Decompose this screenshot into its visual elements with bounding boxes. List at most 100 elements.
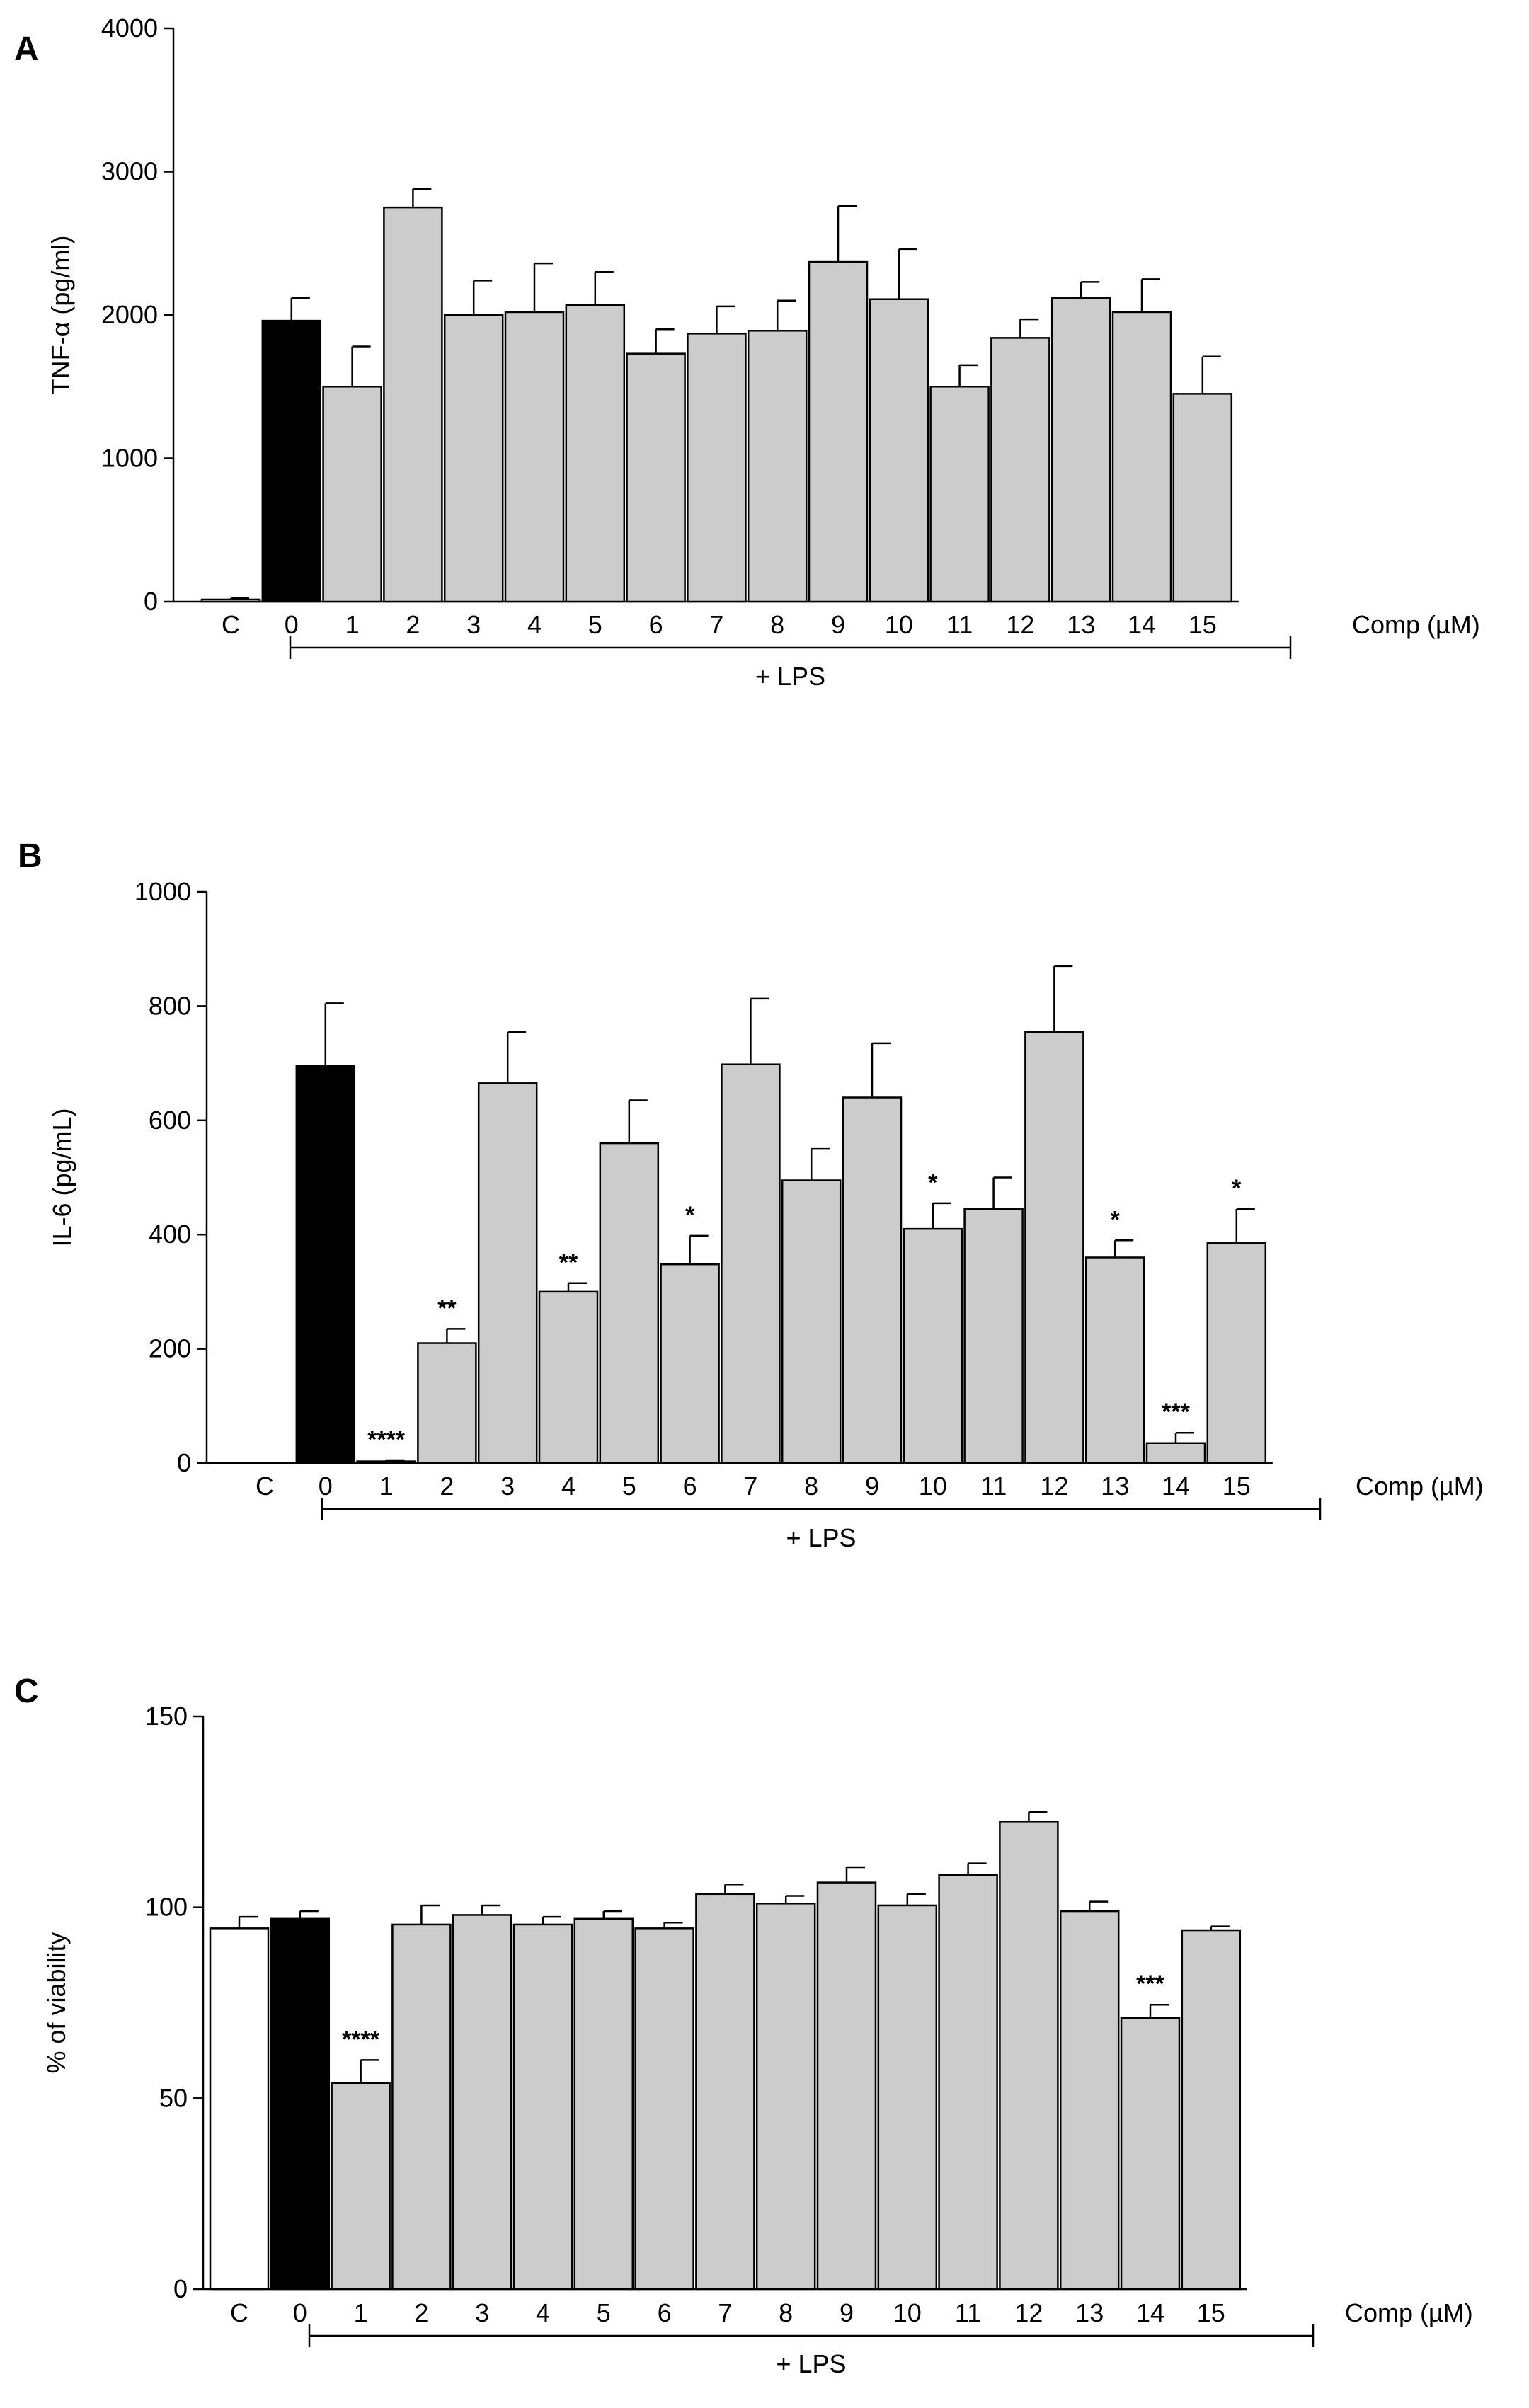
y-tick-label: 800 bbox=[149, 991, 191, 1020]
x-tick-label: 15 bbox=[1189, 610, 1217, 639]
x-tick-label: 7 bbox=[718, 2298, 732, 2327]
x-tick-label: 11 bbox=[955, 2298, 981, 2327]
bar bbox=[270, 1917, 331, 2291]
bar bbox=[747, 330, 808, 603]
y-tick-label: 400 bbox=[149, 1220, 191, 1249]
significance-label: *** bbox=[1162, 1399, 1190, 1426]
bar bbox=[417, 1342, 477, 1464]
bar bbox=[963, 1208, 1024, 1464]
significance-label: **** bbox=[342, 2026, 380, 2053]
x-tick-label: 3 bbox=[500, 1472, 515, 1501]
x-tick-label: 12 bbox=[1040, 1472, 1068, 1501]
x-tick-label: 3 bbox=[466, 610, 481, 639]
bar bbox=[443, 314, 504, 603]
x-tick-label: 0 bbox=[285, 610, 299, 639]
y-tick-label: 4000 bbox=[101, 13, 158, 42]
bar bbox=[1111, 311, 1172, 603]
x-tick-label: 1 bbox=[379, 1472, 394, 1501]
y-tick-label: 50 bbox=[159, 2083, 188, 2112]
x-tick-label: 5 bbox=[622, 1472, 636, 1501]
x-tick-label: 2 bbox=[406, 610, 420, 639]
bar bbox=[538, 1290, 599, 1464]
significance-label: *** bbox=[1136, 1971, 1164, 1997]
bar bbox=[599, 1142, 660, 1464]
panel-letter: A bbox=[14, 30, 39, 68]
x-tick-label: 0 bbox=[319, 1472, 333, 1501]
bar bbox=[1050, 297, 1111, 603]
y-tick-label: 200 bbox=[149, 1334, 191, 1363]
bar bbox=[383, 206, 443, 603]
bar bbox=[781, 1179, 842, 1464]
significance-label: * bbox=[1111, 1206, 1121, 1233]
x-tick-label: 10 bbox=[893, 2298, 922, 2327]
bar bbox=[504, 311, 565, 603]
x-tick-label: 2 bbox=[414, 2298, 428, 2327]
y-tick-label: 0 bbox=[144, 587, 158, 616]
x-tick-label: 6 bbox=[683, 1472, 697, 1501]
significance-label: ** bbox=[437, 1295, 457, 1321]
significance-label: ** bbox=[559, 1249, 578, 1276]
x-tick-label: 13 bbox=[1075, 2298, 1104, 2327]
x-tick-label: 9 bbox=[865, 1472, 879, 1501]
x-tick-label: 4 bbox=[536, 2298, 550, 2327]
y-tick-label: 1000 bbox=[134, 877, 191, 906]
bar bbox=[990, 337, 1050, 603]
x-tick-label: 8 bbox=[770, 610, 784, 639]
y-tick-label: 3000 bbox=[101, 157, 158, 186]
x-tick-label: 15 bbox=[1222, 1472, 1251, 1501]
x-tick-label: 7 bbox=[709, 610, 723, 639]
bar bbox=[842, 1096, 903, 1464]
x-tick-label: 0 bbox=[293, 2298, 307, 2327]
x-tick-label: C bbox=[256, 1472, 274, 1501]
x-tick-label: 7 bbox=[743, 1472, 757, 1501]
bar bbox=[331, 2082, 391, 2291]
x-tick-label: 14 bbox=[1136, 2298, 1164, 2327]
bar bbox=[1024, 1031, 1084, 1464]
bar bbox=[1145, 1442, 1206, 1464]
bar bbox=[687, 333, 747, 603]
x-tick-label: 9 bbox=[831, 610, 845, 639]
y-tick-label: 600 bbox=[149, 1106, 191, 1135]
bar bbox=[200, 598, 261, 603]
lps-label: + LPS bbox=[776, 2349, 846, 2378]
panel-letter: C bbox=[14, 1673, 39, 1710]
bar bbox=[1120, 2017, 1181, 2291]
x-tick-label: 11 bbox=[946, 610, 973, 639]
lps-label: + LPS bbox=[755, 662, 825, 691]
x-tick-label: 6 bbox=[649, 610, 663, 639]
x-tick-label: 10 bbox=[919, 1472, 947, 1501]
x-tick-label: C bbox=[230, 2298, 248, 2327]
x-axis-label: Comp (µM) bbox=[1345, 2298, 1473, 2327]
lps-label: + LPS bbox=[786, 1523, 856, 1552]
y-axis-label: % of viability bbox=[42, 1932, 71, 2073]
bar bbox=[999, 1821, 1059, 2291]
bar bbox=[391, 1923, 452, 2291]
bar bbox=[755, 1903, 816, 2291]
significance-label: * bbox=[1232, 1175, 1242, 1202]
x-tick-label: C bbox=[222, 610, 240, 639]
bar bbox=[634, 1927, 694, 2291]
x-tick-label: 9 bbox=[840, 2298, 854, 2327]
significance-label: **** bbox=[367, 1426, 406, 1453]
significance-label: * bbox=[685, 1202, 695, 1229]
bar bbox=[452, 1914, 512, 2291]
bar bbox=[695, 1893, 755, 2291]
y-tick-label: 100 bbox=[145, 1893, 188, 1922]
x-tick-label: 1 bbox=[354, 2298, 368, 2327]
bar bbox=[573, 1917, 634, 2291]
x-tick-label: 5 bbox=[588, 610, 602, 639]
x-tick-label: 2 bbox=[440, 1472, 454, 1501]
y-tick-label: 0 bbox=[177, 1448, 191, 1477]
bar bbox=[626, 352, 686, 603]
bar bbox=[356, 1460, 416, 1464]
bar bbox=[295, 1065, 356, 1464]
x-tick-label: 5 bbox=[597, 2298, 611, 2327]
y-tick-label: 150 bbox=[145, 1702, 188, 1731]
x-tick-label: 13 bbox=[1067, 610, 1095, 639]
y-tick-label: 1000 bbox=[101, 444, 158, 473]
significance-label: * bbox=[928, 1169, 938, 1196]
x-tick-label: 4 bbox=[561, 1472, 575, 1501]
